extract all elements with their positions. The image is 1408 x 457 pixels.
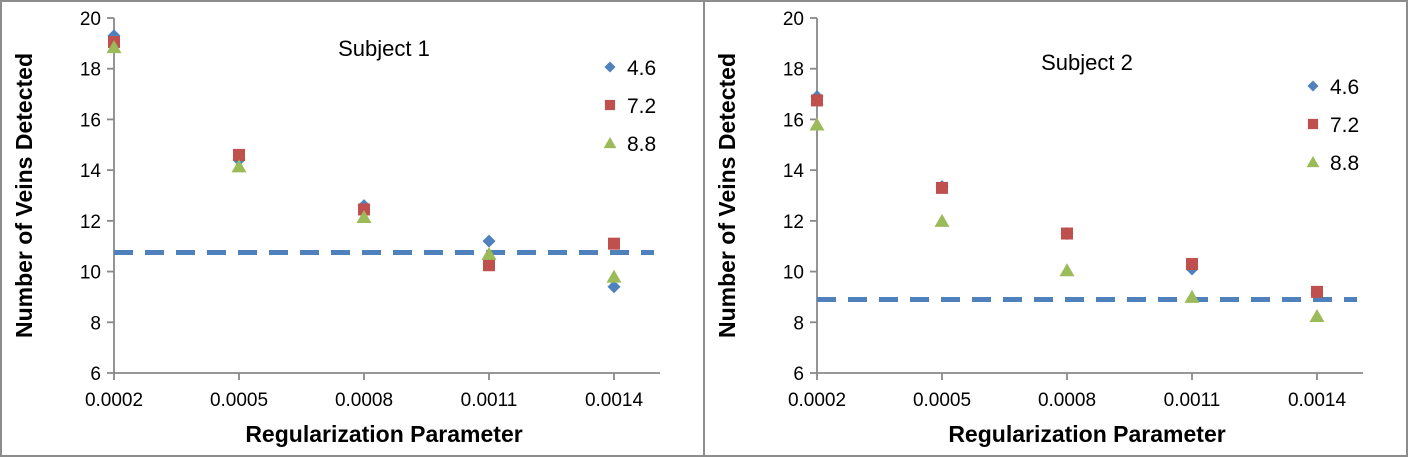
x-tick-label: 0.0002	[85, 390, 143, 411]
legend-label: 7.2	[627, 95, 656, 118]
legend-label: 4.6	[1330, 76, 1359, 99]
x-axis-title: Regularization Parameter	[948, 421, 1225, 447]
data-point-triangle-series-8.8	[1184, 289, 1200, 303]
chart-panel-subject-2: 6 8 10 12 14 16 18 20 0.0002 0.0005 0.0008 0.0011 0.…	[705, 2, 1406, 455]
data-point-triangle-series-8.8	[1059, 263, 1075, 277]
x-tick-label: 0.0008	[335, 390, 393, 411]
data-point-triangle-series-8.8	[809, 117, 825, 131]
legend-label: 8.8	[1330, 152, 1359, 175]
legend: 4.6 7.2 8.8	[603, 57, 656, 156]
y-axis-title: Number of Veins Detected	[714, 53, 740, 338]
legend-square-icon	[604, 99, 616, 111]
chart-title: Subject 2	[1041, 50, 1133, 75]
data-point-square-series-7.2	[936, 181, 948, 194]
y-tick-label: 12	[80, 212, 101, 233]
x-tick-label: 0.0014	[1288, 390, 1347, 411]
y-tick-label: 8	[793, 313, 804, 334]
x-tick-label: 0.0005	[210, 390, 268, 411]
legend-triangle-icon	[603, 137, 617, 149]
legend-label: 4.6	[627, 57, 656, 80]
data-point-triangle-series-8.8	[606, 269, 622, 283]
y-tick-label: 14	[783, 161, 805, 182]
legend: 4.6 7.2 8.8	[1306, 76, 1359, 175]
data-point-triangle-series-8.8	[356, 210, 372, 224]
data-point-diamond-series-4.6	[607, 280, 621, 294]
chart-panel-subject-1: 6 8 10 12 14 16 18 20 0.0002 0.0005 0.0008 0.0011 0.…	[2, 2, 703, 455]
y-tick-label: 18	[783, 60, 804, 81]
y-tick-label: 20	[80, 9, 101, 30]
legend-item: 8.8	[603, 133, 656, 156]
x-tick-label: 0.0005	[913, 390, 971, 411]
y-tick-label: 18	[80, 60, 101, 81]
scatter-chart-subject-1: 6 8 10 12 14 16 18 20 0.0002 0.0005 0.0008 0.0011 0.…	[11, 9, 660, 447]
data-point-square-series-7.2	[608, 237, 620, 250]
y-tick-label: 16	[80, 110, 101, 131]
data-point-triangle-series-8.8	[1309, 308, 1325, 322]
legend-triangle-icon	[1306, 156, 1320, 168]
legend-item: 4.6	[604, 57, 656, 80]
y-tick-label: 20	[783, 9, 804, 30]
legend-square-icon	[1307, 118, 1319, 130]
data-point-square-series-7.2	[1186, 257, 1198, 270]
y-tick-label: 10	[783, 263, 804, 284]
chart-title: Subject 1	[338, 36, 430, 61]
y-tick-label: 16	[783, 110, 804, 131]
y-axis-title: Number of Veins Detected	[11, 53, 37, 338]
data-point-square-series-7.2	[233, 148, 245, 161]
legend-item: 4.6	[1307, 76, 1359, 99]
data-point-triangle-series-8.8	[106, 40, 122, 54]
x-tick-label: 0.0002	[788, 390, 846, 411]
legend-item: 7.2	[604, 95, 656, 118]
data-point-diamond-series-4.6	[482, 234, 496, 248]
x-axis-title: Regularization Parameter	[245, 421, 522, 447]
y-tick-label: 8	[90, 313, 101, 334]
legend-diamond-icon	[1307, 80, 1319, 92]
legend-item: 8.8	[1306, 152, 1359, 175]
data-point-square-series-7.2	[1311, 285, 1323, 298]
data-point-triangle-series-8.8	[481, 246, 497, 260]
y-tick-label: 12	[783, 212, 804, 233]
legend-label: 8.8	[627, 133, 656, 156]
legend-label: 7.2	[1330, 114, 1359, 137]
legend-item: 7.2	[1307, 114, 1359, 137]
x-tick-label: 0.0011	[1164, 390, 1221, 411]
x-tick-label: 0.0014	[585, 390, 644, 411]
y-tick-label: 10	[80, 263, 101, 284]
panel-divider	[703, 2, 705, 455]
x-tick-label: 0.0011	[461, 390, 518, 411]
y-tick-label: 6	[793, 364, 804, 385]
scatter-chart-subject-2: 6 8 10 12 14 16 18 20 0.0002 0.0005 0.0008 0.0011 0.…	[714, 9, 1363, 447]
data-point-triangle-series-8.8	[934, 213, 950, 227]
data-point-triangle-series-8.8	[231, 159, 247, 173]
x-tick-label: 0.0008	[1038, 390, 1096, 411]
data-point-square-series-7.2	[483, 259, 495, 272]
legend-diamond-icon	[604, 61, 616, 73]
data-point-square-series-7.2	[358, 203, 370, 216]
y-tick-label: 14	[80, 161, 102, 182]
data-point-square-series-7.2	[1061, 227, 1073, 240]
data-point-square-series-7.2	[811, 94, 823, 107]
y-tick-label: 6	[90, 364, 101, 385]
